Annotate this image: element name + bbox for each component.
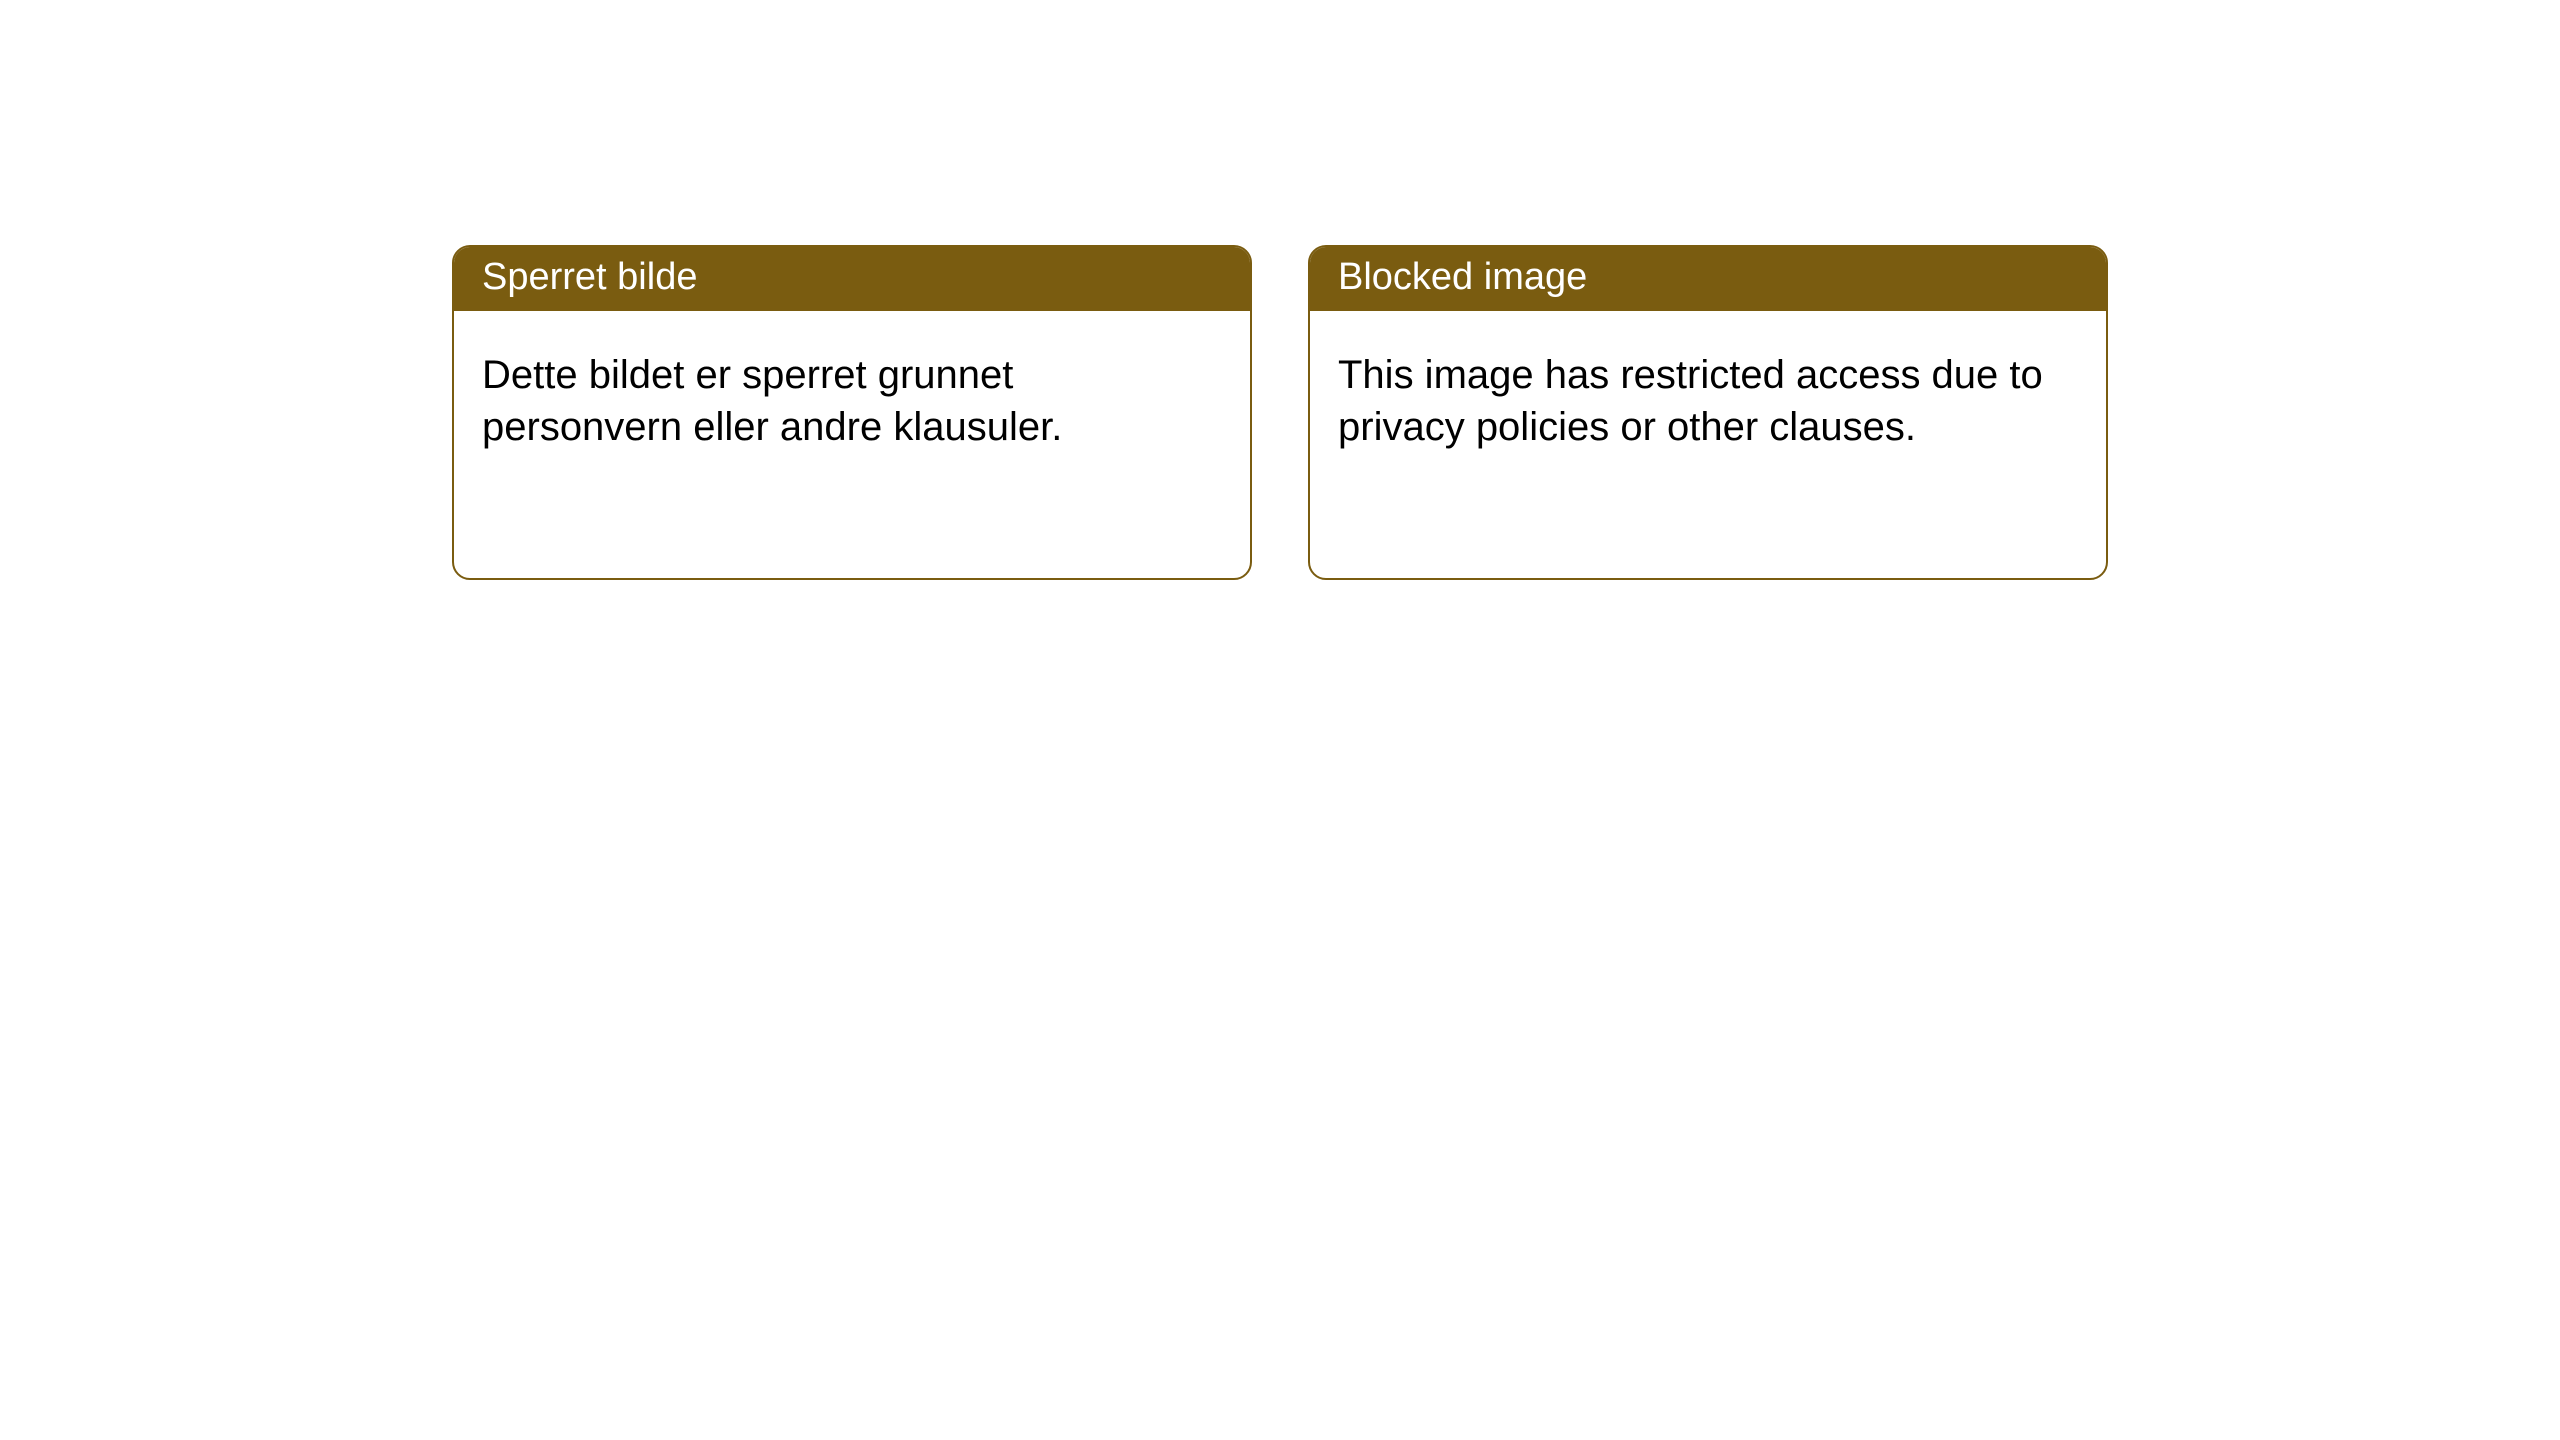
notice-title-english: Blocked image <box>1310 247 2106 311</box>
notice-card-english: Blocked image This image has restricted … <box>1308 245 2108 580</box>
notice-card-norwegian: Sperret bilde Dette bildet er sperret gr… <box>452 245 1252 580</box>
notice-title-norwegian: Sperret bilde <box>454 247 1250 311</box>
notice-container: Sperret bilde Dette bildet er sperret gr… <box>0 0 2560 580</box>
notice-body-norwegian: Dette bildet er sperret grunnet personve… <box>454 311 1250 453</box>
notice-body-english: This image has restricted access due to … <box>1310 311 2106 453</box>
